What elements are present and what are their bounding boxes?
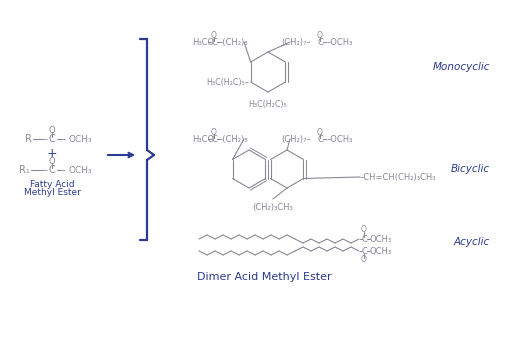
Text: –(CH₂)₈: –(CH₂)₈ [218, 37, 248, 46]
Text: –OCH₃: –OCH₃ [327, 37, 353, 46]
Text: H₃C(H₂C)₅: H₃C(H₂C)₅ [249, 100, 287, 109]
Text: O: O [211, 31, 217, 40]
Text: (CH₂)₇–: (CH₂)₇– [281, 135, 311, 144]
Text: C: C [317, 135, 323, 144]
Text: C: C [361, 235, 367, 244]
Text: –: – [61, 165, 65, 175]
Text: C: C [211, 135, 217, 144]
Text: –: – [43, 134, 48, 144]
Text: H₃C(H₂C)₅–: H₃C(H₂C)₅– [206, 77, 249, 86]
Text: C: C [49, 165, 55, 175]
Text: Fatty Acid: Fatty Acid [30, 179, 74, 188]
Text: O: O [361, 255, 367, 264]
Text: Dimer Acid Methyl Ester: Dimer Acid Methyl Ester [197, 272, 331, 282]
Text: –: – [43, 165, 48, 175]
Text: +: + [46, 146, 58, 160]
Text: (CH₂)₃CH₃: (CH₂)₃CH₃ [252, 203, 294, 212]
Text: O: O [49, 156, 55, 166]
Text: (CH₂)₇–: (CH₂)₇– [281, 37, 311, 46]
Text: OCH₃: OCH₃ [68, 135, 92, 144]
Text: Bicyclic: Bicyclic [451, 164, 490, 174]
Text: H₃CO: H₃CO [192, 37, 214, 46]
Text: O: O [317, 127, 323, 136]
Text: O: O [211, 127, 217, 136]
Text: O: O [361, 226, 367, 235]
Text: O: O [49, 126, 55, 135]
Text: OCH₃: OCH₃ [68, 166, 92, 175]
Text: C: C [211, 37, 217, 46]
Text: OCH₃: OCH₃ [370, 235, 392, 244]
Text: O: O [317, 31, 323, 40]
Text: C: C [317, 37, 323, 46]
Text: –CH=CH(CH₂)₃CH₃: –CH=CH(CH₂)₃CH₃ [360, 172, 437, 181]
Text: –: – [61, 134, 65, 144]
Text: OCH₃: OCH₃ [370, 246, 392, 255]
Text: R₁: R₁ [18, 165, 30, 175]
Text: Monocyclic: Monocyclic [432, 62, 490, 72]
Text: –(CH₂)₈: –(CH₂)₈ [218, 135, 248, 144]
Text: R: R [25, 134, 32, 144]
Text: Acyclic: Acyclic [454, 237, 490, 247]
Text: C: C [49, 134, 55, 144]
Text: –OCH₃: –OCH₃ [327, 135, 353, 144]
Text: H₃CO: H₃CO [192, 135, 214, 144]
Text: Methyl Ester: Methyl Ester [24, 187, 80, 196]
Text: C: C [361, 246, 367, 255]
